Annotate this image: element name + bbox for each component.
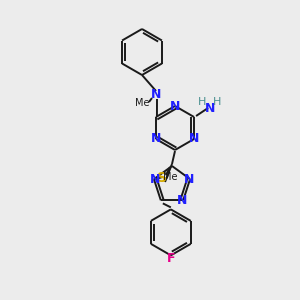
Text: N: N (205, 101, 215, 115)
Text: F: F (167, 252, 175, 265)
Text: H: H (198, 97, 206, 107)
Text: N: N (151, 88, 161, 101)
Text: Me: Me (163, 172, 177, 182)
Text: N: N (177, 194, 188, 207)
Text: N: N (170, 100, 180, 112)
Text: H: H (213, 97, 221, 107)
Text: N: N (184, 172, 194, 186)
Text: Me: Me (135, 98, 149, 108)
Text: N: N (189, 133, 199, 146)
Text: S: S (157, 171, 167, 185)
Text: N: N (151, 133, 161, 146)
Text: N: N (150, 172, 160, 186)
